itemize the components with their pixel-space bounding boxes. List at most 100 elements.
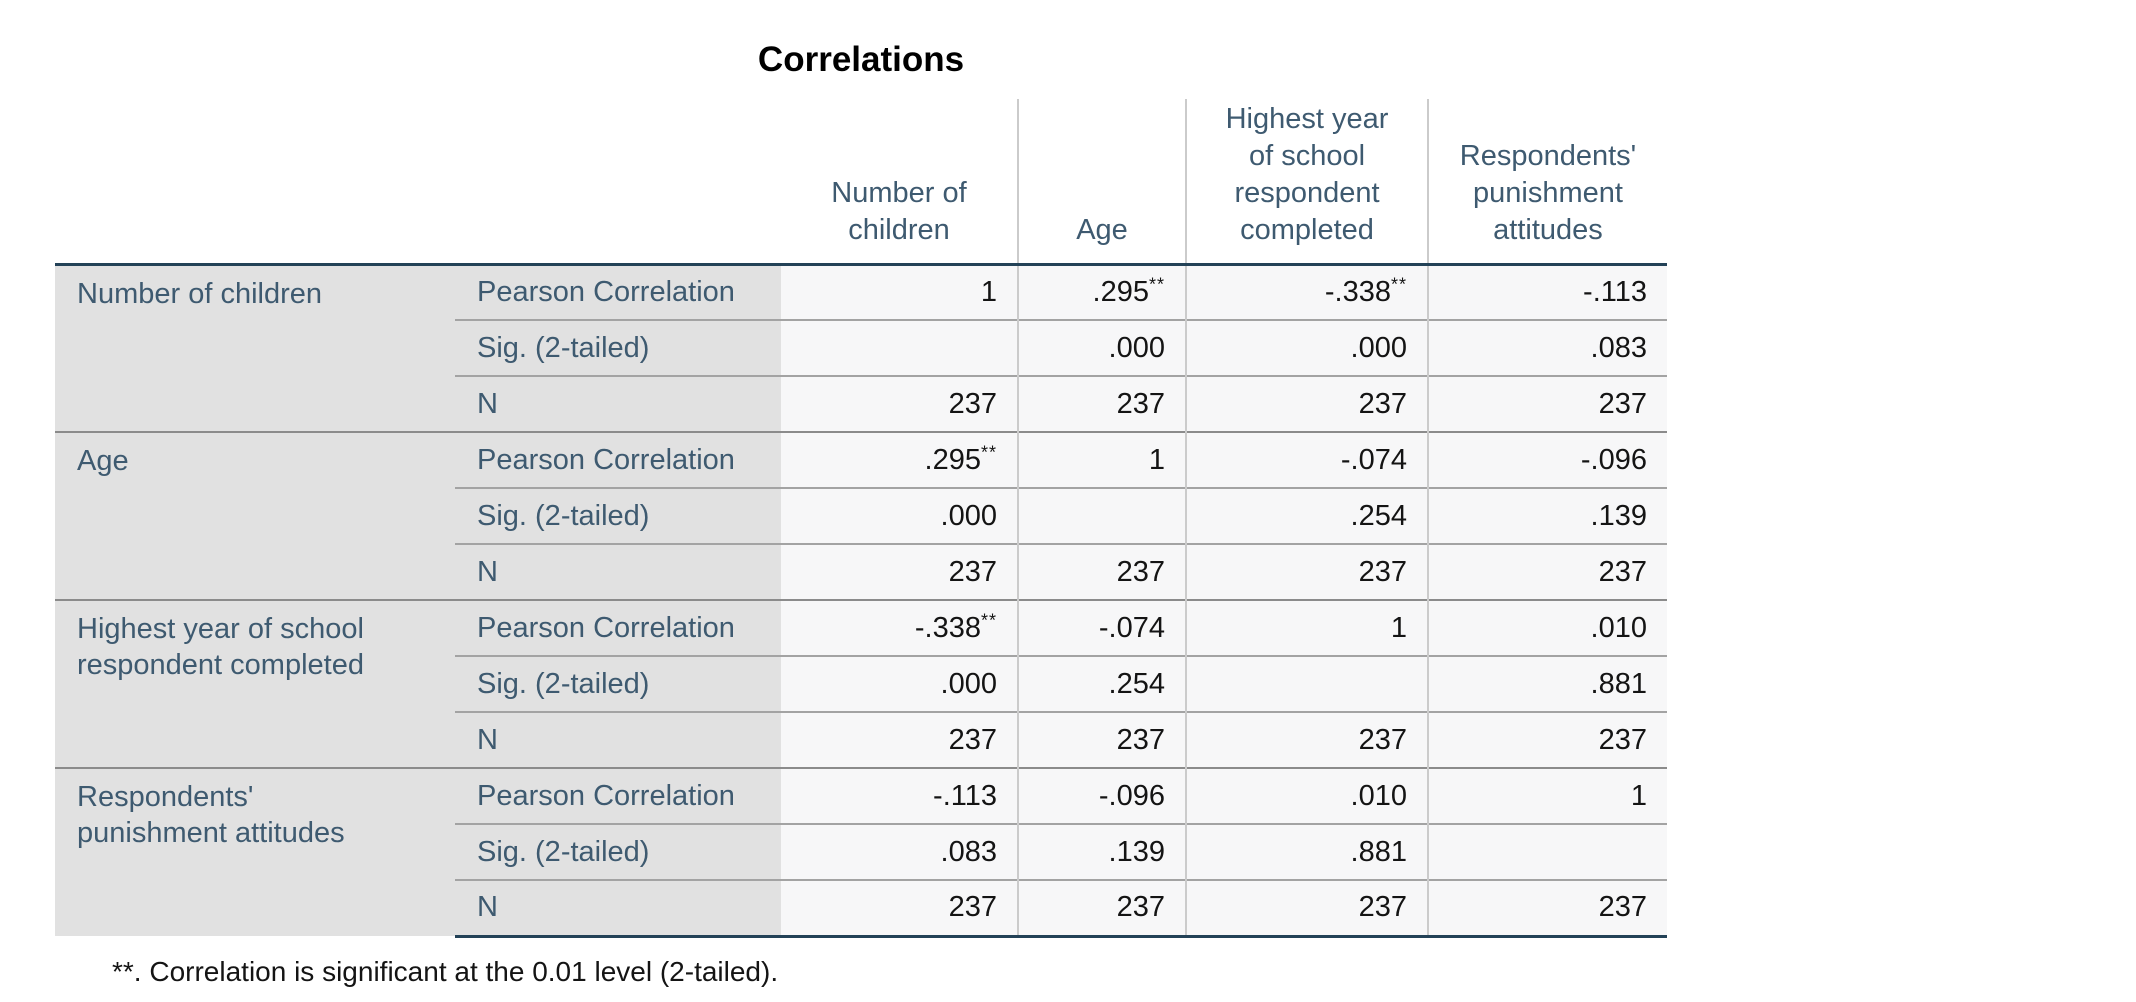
- row-variable-label: Highest year of school respondent comple…: [55, 599, 455, 768]
- correlation-cell: .295**: [1017, 264, 1186, 320]
- n-cell: 237: [1017, 375, 1186, 432]
- sig-cell: .083: [1427, 319, 1667, 376]
- cell-value: 1: [1148, 443, 1165, 476]
- n-cell: 237: [781, 543, 1018, 600]
- table-row: Highest year of school respondent comple…: [55, 599, 1667, 768]
- correlation-cell: 1: [781, 264, 1018, 320]
- table-row: Number of children Pearson Correlation 1…: [55, 264, 1667, 432]
- correlation-cell: .010: [1185, 767, 1428, 824]
- sig-cell: [781, 319, 1018, 376]
- row-stat-label: Pearson Correlation: [455, 599, 781, 656]
- sig-cell: .000: [781, 487, 1018, 544]
- table-row: Age Pearson Correlation .295** 1 -.074 -…: [55, 431, 1667, 600]
- n-cell: 237: [1017, 711, 1186, 768]
- row-stat-label: N: [455, 879, 781, 938]
- table-row: Respondents' punishment attitudes Pearso…: [55, 767, 1667, 936]
- column-header-highest-year: Highest year of school respondent comple…: [1185, 99, 1428, 266]
- row-stat-label: N: [455, 543, 781, 600]
- sig-cell: .881: [1427, 655, 1667, 712]
- cell-value: -.113: [933, 779, 997, 812]
- row-stat-label: Sig. (2-tailed): [455, 823, 781, 880]
- correlations-table[interactable]: Number of children Age Highest year of s…: [55, 99, 1667, 938]
- row-stat-label: N: [455, 711, 781, 768]
- correlation-cell: -.096: [1427, 431, 1667, 488]
- sig-cell: .254: [1185, 487, 1428, 544]
- cell-value: -.338: [1324, 275, 1391, 308]
- n-cell: 237: [781, 879, 1018, 938]
- cell-value: 1: [1630, 779, 1647, 812]
- n-cell: 237: [1427, 711, 1667, 768]
- table-row: Sig. (2-tailed) .000 .254 .139: [55, 487, 1667, 544]
- significance-marker: **: [1148, 274, 1165, 295]
- cell-value: -.074: [1098, 611, 1165, 644]
- pivot-table-title: Correlations: [757, 40, 965, 79]
- sig-cell: [1427, 823, 1667, 880]
- n-cell: 237: [1427, 543, 1667, 600]
- cell-value: .295: [924, 443, 981, 476]
- n-cell: 237: [781, 711, 1018, 768]
- significance-marker: **: [980, 441, 997, 462]
- row-variable-label: Age: [55, 431, 455, 600]
- cell-value: -.096: [1580, 443, 1647, 476]
- sig-cell: .083: [781, 823, 1018, 880]
- row-stat-label: Sig. (2-tailed): [455, 487, 781, 544]
- n-cell: 237: [1185, 879, 1428, 938]
- sig-cell: .000: [781, 655, 1018, 712]
- sig-cell: .000: [1185, 319, 1428, 376]
- column-header-number-of-children: Number of children: [781, 99, 1018, 266]
- table-row: Sig. (2-tailed) .083 .139 .881: [55, 823, 1667, 880]
- correlation-cell: 1: [1185, 599, 1428, 656]
- correlation-cell: .010: [1427, 599, 1667, 656]
- sig-cell: .254: [1017, 655, 1186, 712]
- table-row: N 237 237 237 237: [55, 711, 1667, 768]
- correlation-cell: -.113: [781, 767, 1018, 824]
- correlation-cell: -.074: [1017, 599, 1186, 656]
- n-cell: 237: [1185, 375, 1428, 432]
- table-row: Sig. (2-tailed) .000 .000 .083: [55, 319, 1667, 376]
- n-cell: 237: [1017, 879, 1186, 938]
- row-stat-label: Sig. (2-tailed): [455, 319, 781, 376]
- correlation-cell: .295**: [781, 431, 1018, 488]
- spss-output-page: Correlations Number of children Age High…: [0, 42, 2136, 1002]
- row-stat-label: Sig. (2-tailed): [455, 655, 781, 712]
- correlation-cell: -.338**: [1185, 264, 1428, 320]
- corner-cell-variable: [55, 99, 455, 266]
- column-header-age: Age: [1017, 99, 1186, 266]
- sig-cell: .881: [1185, 823, 1428, 880]
- correlation-cell: 1: [1427, 767, 1667, 824]
- sig-cell: [1017, 487, 1186, 544]
- correlation-cell: -.074: [1185, 431, 1428, 488]
- row-variable-label: Respondents' punishment attitudes: [55, 767, 455, 936]
- significance-marker: **: [980, 609, 997, 630]
- sig-cell: .000: [1017, 319, 1186, 376]
- cell-value: -.338: [914, 611, 981, 644]
- table-row: N 237 237 237 237: [55, 543, 1667, 600]
- cell-value: -.113: [1583, 275, 1647, 308]
- n-cell: 237: [1185, 711, 1428, 768]
- n-cell: 237: [1427, 879, 1667, 938]
- correlation-cell: -.096: [1017, 767, 1186, 824]
- sig-cell: .139: [1017, 823, 1186, 880]
- sig-cell: [1185, 655, 1428, 712]
- n-cell: 237: [1185, 543, 1428, 600]
- cell-value: 1: [1390, 611, 1407, 644]
- row-stat-label: Pearson Correlation: [455, 264, 781, 320]
- n-cell: 237: [781, 375, 1018, 432]
- correlation-cell: -.113: [1427, 264, 1667, 320]
- cell-value: -.074: [1340, 443, 1407, 476]
- n-cell: 237: [1017, 543, 1186, 600]
- header-row: Number of children Age Highest year of s…: [55, 99, 1667, 266]
- row-stat-label: N: [455, 375, 781, 432]
- cell-value: .295: [1092, 275, 1149, 308]
- table-row: Sig. (2-tailed) .000 .254 .881: [55, 655, 1667, 712]
- correlation-cell: -.338**: [781, 599, 1018, 656]
- cell-value: -.096: [1098, 779, 1165, 812]
- cell-value: .010: [1350, 779, 1407, 812]
- cell-value: 1: [980, 275, 997, 308]
- significance-marker: **: [1390, 274, 1407, 295]
- sig-cell: .139: [1427, 487, 1667, 544]
- cell-value: .010: [1590, 611, 1647, 644]
- column-header-punishment-attitudes: Respondents' punishment attitudes: [1427, 99, 1667, 266]
- n-cell: 237: [1427, 375, 1667, 432]
- table-footnote: **. Correlation is significant at the 0.…: [112, 955, 779, 987]
